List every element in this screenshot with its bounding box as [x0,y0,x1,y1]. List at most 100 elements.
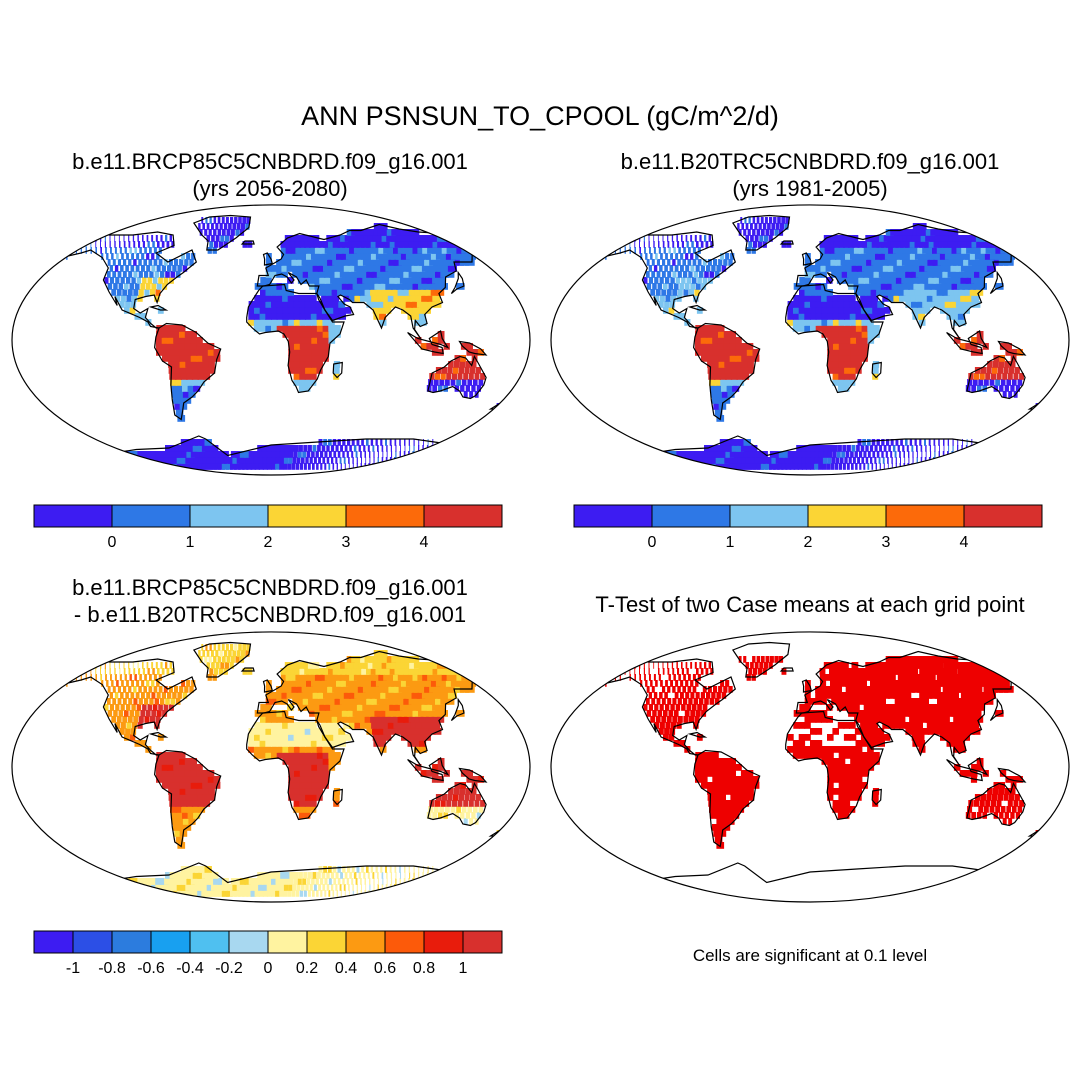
grid-cell [385,265,394,272]
grid-cell [874,277,882,284]
grid-cell [104,241,106,248]
grid-cell [254,301,261,308]
grid-cell [416,265,426,272]
grid-cell [963,698,972,705]
grid-cell [198,650,201,657]
grid-cell [643,668,645,675]
grid-cell [852,668,860,675]
grid-cell [891,457,893,464]
grid-cell [260,704,267,711]
grid-cell [334,752,341,759]
grid-cell [235,229,240,236]
grid-cell [307,445,312,452]
grid-cell [367,662,377,669]
grid-cell [968,698,978,705]
grid-cell [221,890,229,897]
grid-cell [780,457,787,464]
colorbar-swatch [885,504,965,528]
grid-cell [815,325,823,332]
grid-cell [838,668,845,675]
grid-cell [119,728,125,735]
grid-cell [132,235,135,242]
grid-cell [1002,818,1007,825]
grid-cell [410,277,419,284]
grid-cell [838,788,845,795]
grid-cell [197,445,205,452]
grid-cell [706,337,713,344]
grid-cell [364,656,374,663]
grid-cell [118,662,120,669]
grid-cell [832,325,840,332]
grid-cell [352,890,354,897]
grid-cell [101,878,114,885]
grid-cell [261,872,268,879]
grid-cell [629,235,632,242]
grid-cell [995,710,1004,717]
grid-cell [360,253,369,260]
grid-cell [634,674,636,681]
grid-cell [299,325,307,332]
grid-cell [837,295,845,302]
grid-cell [966,265,975,272]
coastline-newguinea [458,767,488,783]
grid-cell [844,794,851,801]
grid-cell [933,728,941,735]
grid-cell [987,788,993,795]
grid-cell [424,686,433,693]
grid-cell [674,265,679,272]
grid-cell [382,451,384,458]
grid-cell [712,331,719,338]
grid-cell [408,439,410,446]
grid-cell [305,361,312,368]
grid-cell [712,325,719,332]
grid-cell [356,884,358,891]
grid-cell [820,259,827,266]
grid-cell [258,457,264,464]
grid-cell [837,235,844,242]
grid-cell [325,283,333,290]
grid-cell [114,674,117,681]
grid-cell [430,680,441,687]
grid-cell [405,704,414,711]
grid-cell [838,463,842,470]
grid-cell [391,890,395,897]
grid-cell [290,241,297,248]
grid-cell [299,373,306,380]
grid-cell [917,277,926,284]
grid-cell [168,259,173,266]
grid-cell [890,241,899,248]
grid-cell [407,674,417,681]
grid-cell [654,295,660,302]
grid-cell [367,277,376,284]
grid-cell [705,241,709,248]
grid-cell [651,457,664,464]
grid-cell [305,313,312,320]
grid-cell [859,451,863,458]
grid-cell [95,884,108,891]
grid-cell [167,752,175,759]
grid-cell [265,740,272,747]
grid-cell [444,806,450,813]
grid-cell [174,686,179,693]
grid-cell [752,451,760,458]
grid-cell [421,277,430,284]
grid-cell [426,457,431,464]
grid-cell [890,656,899,663]
grid-cell [793,301,800,308]
grid-cell [963,271,972,278]
grid-cell [894,656,903,663]
grid-cell [650,289,655,296]
grid-cell [265,301,272,308]
grid-cell [856,337,863,344]
grid-cell [276,746,284,753]
grid-cell [389,277,397,284]
grid-cell [149,247,152,254]
grid-cell [347,686,356,693]
grid-cell [450,806,456,813]
grid-cell [810,457,815,464]
grid-cell [359,265,367,272]
grid-cell [259,752,266,759]
grid-cell [867,758,875,765]
colorbar-tick-label: 0 [264,960,273,977]
grid-cell [963,686,972,693]
